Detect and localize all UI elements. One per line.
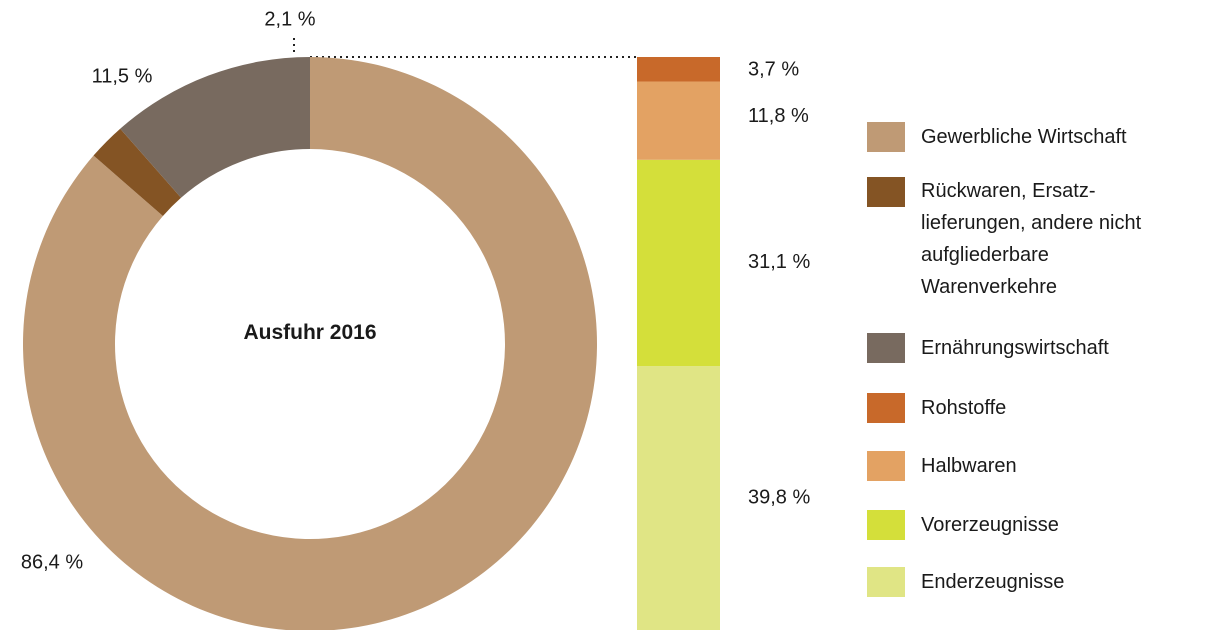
legend-label: Ernährungswirtschaft bbox=[921, 337, 1109, 359]
bar-segment bbox=[637, 81, 720, 160]
bar-label: 11,8 % bbox=[748, 105, 809, 127]
legend-item: Enderzeugnisse bbox=[867, 567, 1064, 599]
legend-item: Gewerbliche Wirtschaft bbox=[867, 122, 1127, 154]
donut-slice bbox=[23, 57, 597, 630]
legend-label: Gewerbliche Wirtschaft bbox=[921, 126, 1127, 148]
legend-swatch bbox=[867, 510, 905, 540]
legend-label: Rohstoffe bbox=[921, 397, 1007, 419]
legend-label: Vorerzeugnisse bbox=[921, 514, 1059, 536]
bar-label: 39,8 % bbox=[748, 486, 810, 508]
bar-segment bbox=[637, 366, 720, 630]
bar-label: 3,7 % bbox=[748, 59, 799, 81]
legend-item: Rohstoffe bbox=[867, 393, 1006, 425]
legend-label: Rückwaren, Ersatz-lieferungen, andere ni… bbox=[921, 180, 1142, 298]
legend-item: Halbwaren bbox=[867, 451, 1017, 483]
legend-swatch bbox=[867, 177, 905, 207]
donut-slice bbox=[93, 128, 182, 216]
slice-label: 11,5 % bbox=[92, 65, 153, 87]
legend-swatch bbox=[867, 451, 905, 481]
legend-swatch bbox=[867, 567, 905, 597]
bar-segment bbox=[637, 57, 720, 82]
legend-item: Rückwaren, Ersatz-lieferungen, andere ni… bbox=[867, 177, 1156, 303]
legend-item: Vorerzeugnisse bbox=[867, 510, 1059, 542]
legend-item: Ernährungswirtschaft bbox=[867, 333, 1109, 365]
legend-label: Enderzeugnisse bbox=[921, 571, 1065, 593]
legend-label: Halbwaren bbox=[921, 455, 1017, 477]
slice-label: 86,4 % bbox=[21, 551, 83, 573]
donut-slice bbox=[120, 57, 310, 198]
slice-label: 2,1 % bbox=[264, 8, 315, 30]
bar-label: 31,1 % bbox=[748, 251, 810, 273]
center-label: Ausfuhr 2016 bbox=[243, 321, 377, 344]
legend-swatch bbox=[867, 393, 905, 423]
bar-segment bbox=[637, 159, 720, 367]
legend-swatch bbox=[867, 333, 905, 363]
legend-swatch bbox=[867, 122, 905, 152]
